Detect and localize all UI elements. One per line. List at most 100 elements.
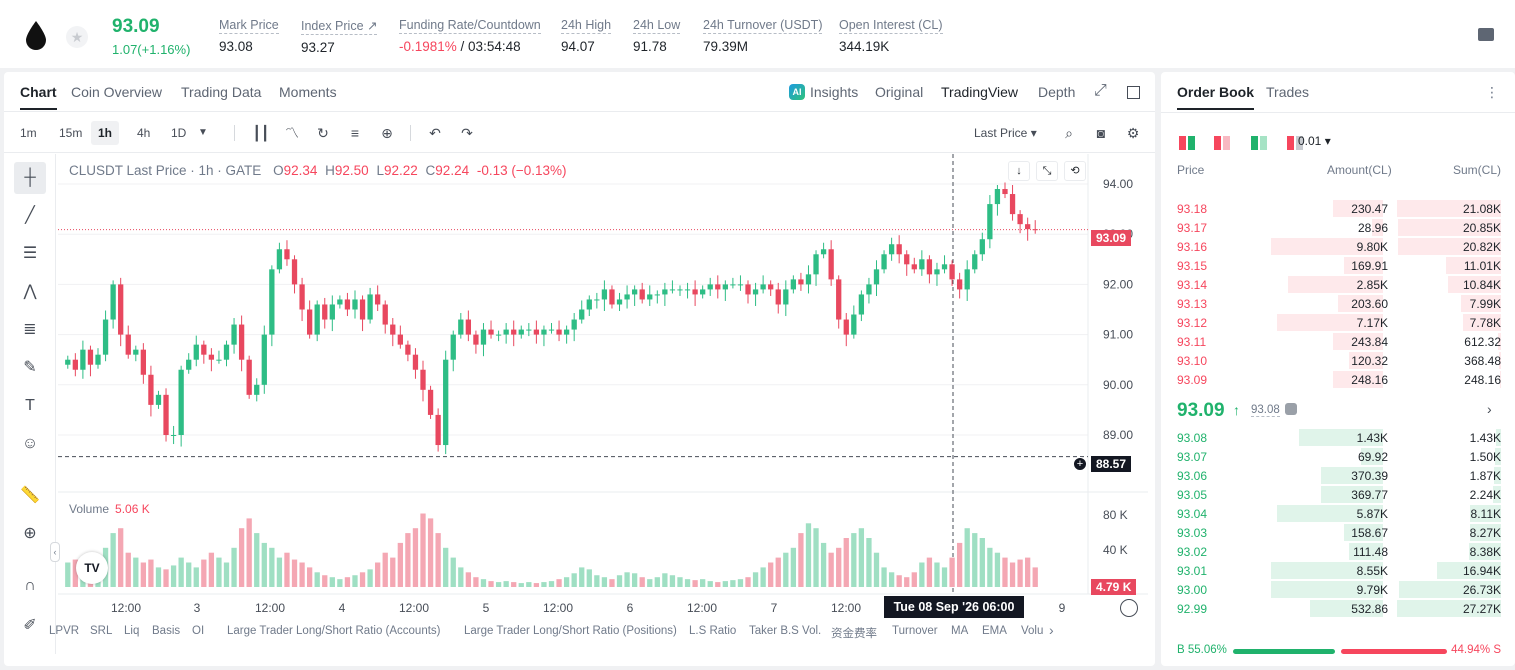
ask-row[interactable]: 93.11 243.84 612.32: [1177, 332, 1501, 351]
bid-row[interactable]: 93.06 370.39 1.87K: [1177, 466, 1501, 485]
emoji-icon[interactable]: ☺: [21, 435, 39, 452]
fib-icon[interactable]: ≣: [23, 321, 37, 338]
pencil-lock-icon[interactable]: ✐: [23, 617, 37, 634]
ask-row[interactable]: 93.09 248.16 248.16: [1177, 370, 1501, 389]
indicator-11[interactable]: MA: [951, 625, 969, 637]
ask-row[interactable]: 93.14 2.85K 10.84K: [1177, 275, 1501, 294]
tab-original[interactable]: Original: [875, 84, 924, 100]
tab-insights[interactable]: Insights: [810, 84, 859, 100]
volume-bar: [571, 573, 577, 587]
indicator-9[interactable]: 资金费率: [831, 628, 877, 640]
pattern-icon[interactable]: ⋀: [23, 283, 37, 300]
search-icon[interactable]: ⌕: [1065, 125, 1073, 141]
camera-icon[interactable]: ◙: [1096, 125, 1106, 141]
bid-row[interactable]: 93.07 69.92 1.50K: [1177, 447, 1501, 466]
scroll-down-icon[interactable]: ↓: [1008, 161, 1030, 181]
tab-coin-overview[interactable]: Coin Overview: [71, 84, 163, 100]
trendline-icon[interactable]: ╱: [25, 207, 35, 224]
tab-trading-data[interactable]: Trading Data: [181, 84, 262, 100]
favorite-star-icon[interactable]: ★: [66, 26, 88, 48]
undo-icon[interactable]: ↶: [429, 125, 441, 141]
indicator-12[interactable]: EMA: [982, 625, 1007, 637]
stat-index-price[interactable]: Index Price ↗ 93.27: [301, 19, 378, 55]
more-menu-icon[interactable]: ⋮: [1485, 84, 1499, 100]
text-icon[interactable]: T: [25, 397, 35, 414]
settings-gear-icon[interactable]: ⚙: [1126, 125, 1140, 141]
view-both-icon[interactable]: [1179, 136, 1195, 150]
bid-row[interactable]: 93.05 369.77 2.24K: [1177, 485, 1501, 504]
timeframe-dropdown-icon[interactable]: ▼: [198, 127, 208, 138]
bid-row[interactable]: 93.08 1.43K 1.43K: [1177, 428, 1501, 447]
indicator-10[interactable]: Turnover: [892, 625, 938, 637]
bid-row[interactable]: 93.02 111.48 8.38K: [1177, 542, 1501, 561]
sum-depth-bar: [1469, 505, 1501, 522]
ask-row[interactable]: 93.15 169.91 11.01K: [1177, 256, 1501, 275]
template-icon[interactable]: ≡: [350, 125, 360, 141]
timeframe-4h[interactable]: 4h: [137, 126, 151, 140]
ask-row[interactable]: 93.17 28.96 20.85K: [1177, 218, 1501, 237]
collapse-icon[interactable]: ⤡: [1036, 161, 1058, 181]
timeframe-15m[interactable]: 15m: [59, 126, 83, 140]
indicator-icon[interactable]: 〽: [285, 125, 299, 141]
bid-row[interactable]: 93.04 5.87K 8.11K: [1177, 504, 1501, 523]
candle-type-icon[interactable]: ┃┃: [252, 125, 270, 141]
view-depth-icon[interactable]: [1287, 136, 1303, 150]
timeframe-1h[interactable]: 1h: [91, 121, 120, 145]
ask-row[interactable]: 93.13 203.60 7.99K: [1177, 294, 1501, 313]
chevron-right-icon[interactable]: ›: [1487, 401, 1492, 417]
add-alert-icon[interactable]: ⊕: [381, 125, 393, 141]
view-bids-icon[interactable]: [1251, 136, 1267, 150]
timeframe-1m[interactable]: 1m: [20, 126, 37, 140]
timeframe-1d[interactable]: 1D: [171, 126, 187, 140]
precision-select[interactable]: 0.01 ▾: [1298, 134, 1331, 148]
bid-row[interactable]: 92.99 532.86 27.27K: [1177, 599, 1501, 618]
magnet-icon[interactable]: ∩: [24, 577, 36, 594]
funding-rate-value: -0.1981%: [399, 39, 457, 54]
ruler-icon[interactable]: 📏: [20, 487, 40, 504]
candle-body: [397, 334, 403, 345]
zoom-in-icon[interactable]: ⊕: [23, 525, 37, 542]
window-icon[interactable]: [1127, 86, 1140, 99]
ask-row[interactable]: 93.16 9.80K 20.82K: [1177, 237, 1501, 256]
tab-moments[interactable]: Moments: [279, 84, 337, 100]
bid-row[interactable]: 93.03 158.67 8.27K: [1177, 523, 1501, 542]
indicator-6[interactable]: Large Trader Long/Short Ratio (Positions…: [464, 625, 677, 637]
replay-icon[interactable]: ↻: [317, 125, 329, 141]
brush-icon[interactable]: ✎: [23, 359, 37, 376]
collapse-toolbar-icon[interactable]: ‹: [50, 542, 60, 562]
horizontal-lines-icon[interactable]: ☰: [22, 245, 38, 262]
reset-icon[interactable]: ⟲: [1064, 161, 1086, 181]
ask-row[interactable]: 93.12 7.17K 7.78K: [1177, 313, 1501, 332]
last-price-select[interactable]: Last Price ▾: [974, 126, 1037, 140]
indicator-7[interactable]: L.S Ratio: [689, 625, 737, 637]
chart-settings-gear-icon[interactable]: [1120, 599, 1138, 617]
bid-row[interactable]: 93.00 9.79K 26.73K: [1177, 580, 1501, 599]
volume-bar: [956, 542, 963, 587]
redo-icon[interactable]: ↷: [461, 125, 473, 141]
indicator-3[interactable]: Basis: [152, 625, 181, 637]
indicator-5[interactable]: Large Trader Long/Short Ratio (Accounts): [227, 625, 441, 637]
crosshair-icon[interactable]: ┼: [14, 162, 46, 194]
tab-chart[interactable]: Chart: [20, 84, 57, 110]
bid-row[interactable]: 93.01 8.55K 16.94K: [1177, 561, 1501, 580]
ask-row[interactable]: 93.18 230.47 21.08K: [1177, 199, 1501, 218]
indicator-0[interactable]: LPVR: [49, 625, 80, 637]
indicator-8[interactable]: Taker B.S Vol.: [749, 625, 822, 637]
chevron-right-icon[interactable]: ›: [1049, 622, 1054, 638]
fullscreen-icon[interactable]: ⤢: [1094, 82, 1107, 99]
volume-bar: [533, 583, 540, 587]
indicator-1[interactable]: SRL: [90, 625, 113, 637]
tab-tradingview[interactable]: TradingView: [941, 84, 1019, 100]
tab-trades[interactable]: Trades: [1266, 84, 1310, 100]
book-icon[interactable]: [1478, 28, 1494, 41]
indicator-2[interactable]: Liq: [124, 625, 140, 637]
tab-order-book[interactable]: Order Book: [1177, 84, 1255, 110]
indicator-13[interactable]: Volu: [1021, 625, 1044, 637]
ask-row[interactable]: 93.10 120.32 368.48: [1177, 351, 1501, 370]
tab-depth[interactable]: Depth: [1038, 84, 1076, 100]
indicator-4[interactable]: OI: [192, 625, 205, 637]
add-alert-plus-icon[interactable]: +: [1073, 457, 1087, 471]
view-asks-icon[interactable]: [1214, 136, 1230, 150]
volume-bar: [949, 557, 955, 587]
